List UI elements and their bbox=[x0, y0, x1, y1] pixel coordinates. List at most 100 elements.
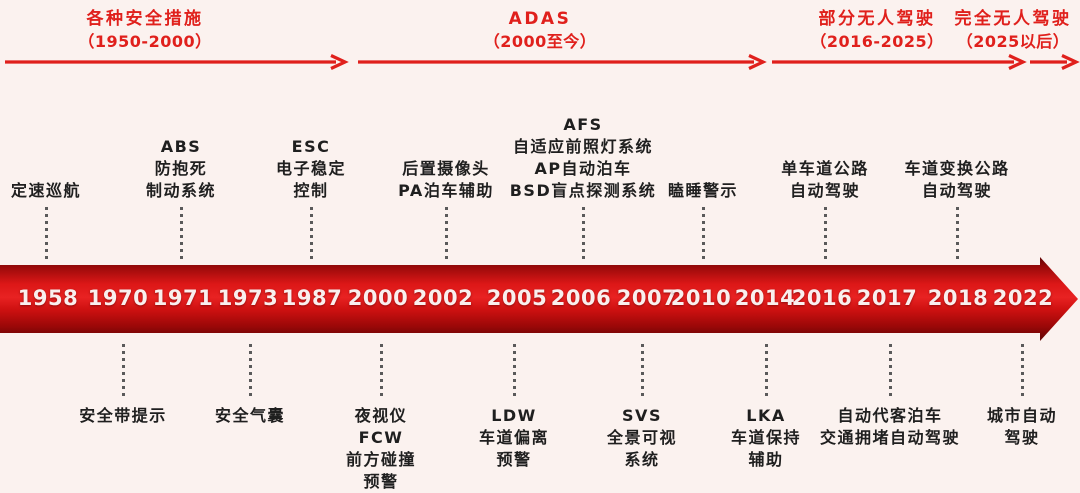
era-label: 部分无人驾驶 （2016-2025） bbox=[727, 8, 1027, 53]
era-arrow bbox=[1030, 54, 1080, 70]
era-label: 完全无人驾驶 （2025以后） bbox=[863, 8, 1080, 53]
event-below: SVS 全景可视 系统 bbox=[532, 405, 752, 471]
event-label-line: 车道变换公路 bbox=[904, 159, 1010, 178]
connector-line bbox=[955, 207, 959, 263]
event-label-line: 预警 bbox=[496, 450, 532, 469]
era-arrowhead-icon bbox=[1061, 54, 1080, 70]
era-arrow bbox=[358, 54, 767, 70]
era-label: ADAS （2000至今） bbox=[390, 8, 690, 53]
event-label-line: 车道保持 bbox=[730, 428, 801, 447]
era-arrowhead-icon bbox=[330, 54, 349, 70]
event-label-line: 驾驶 bbox=[1004, 428, 1040, 447]
event-below: 安全带提示 bbox=[13, 405, 233, 427]
event-label-line: 辅助 bbox=[748, 450, 784, 469]
event-label-line: 控制 bbox=[293, 181, 329, 200]
event-label-line: ESC bbox=[291, 137, 331, 156]
era-title: 各种安全措施 bbox=[86, 9, 204, 29]
event-label-line: LKA bbox=[746, 406, 786, 425]
event-below: 自动代客泊车 交通拥堵自动驾驶 bbox=[780, 405, 1000, 449]
timeline-band-arrow bbox=[0, 257, 1078, 341]
event-below: 安全气囊 bbox=[140, 405, 360, 427]
connector-line bbox=[888, 344, 892, 400]
event-label-line: 前方碰撞 bbox=[345, 450, 416, 469]
event-label-line: 预警 bbox=[363, 472, 399, 491]
event-below: LKA 车道保持辅助 bbox=[656, 405, 876, 471]
event-label-line: 防抱死 bbox=[154, 159, 208, 178]
era-range: （2000至今） bbox=[483, 32, 597, 51]
event-label-line: 车道偏离 bbox=[478, 428, 549, 447]
event-label-line: PA泊车辅助 bbox=[398, 181, 494, 200]
year-label: 2018 bbox=[927, 286, 989, 310]
event-below: 城市自动 驾驶 bbox=[912, 405, 1080, 449]
era-title: 部分无人驾驶 bbox=[818, 9, 936, 29]
era-arrows bbox=[5, 54, 1080, 70]
year-label: 2022 bbox=[992, 286, 1054, 310]
connector-line bbox=[640, 344, 644, 400]
year-label: 2006 bbox=[550, 286, 612, 310]
event-label-line: 后置摄像头 bbox=[402, 159, 490, 178]
connector-line bbox=[309, 207, 313, 263]
connector-line bbox=[701, 207, 705, 263]
connector-line bbox=[581, 207, 585, 263]
year-label: 2017 bbox=[856, 286, 918, 310]
connector-line bbox=[379, 344, 383, 400]
connector-line bbox=[1020, 344, 1024, 400]
event-label-line: 瞌睡警示 bbox=[667, 181, 738, 200]
era-arrowhead-icon bbox=[748, 54, 767, 70]
event-label-line: 城市自动 bbox=[986, 406, 1057, 425]
event-label-line: AP自动泊车 bbox=[534, 159, 632, 178]
year-label: 2014 bbox=[734, 286, 796, 310]
event-label-line: ABS bbox=[160, 137, 202, 156]
era-label: 各种安全措施 （1950-2000） bbox=[0, 8, 295, 53]
connector-line bbox=[823, 207, 827, 263]
era-title: ADAS bbox=[508, 9, 572, 29]
event-above: 瞌睡警示 bbox=[593, 180, 813, 202]
event-label-line: BSD盲点探测系统 bbox=[509, 181, 657, 200]
connector-line bbox=[44, 207, 48, 263]
year-label: 1958 bbox=[17, 286, 79, 310]
event-above: 后置摄像头 PA泊车辅助 bbox=[336, 158, 556, 202]
connector-line bbox=[248, 344, 252, 400]
event-label-line: 制动系统 bbox=[145, 181, 216, 200]
event-label-line: 自动代客泊车 bbox=[837, 406, 943, 425]
connector-line bbox=[121, 344, 125, 400]
year-label: 1973 bbox=[217, 286, 279, 310]
event-label-line: 自动驾驶 bbox=[921, 181, 992, 200]
event-label-line: 单车道公路 bbox=[781, 159, 869, 178]
year-label: 1971 bbox=[152, 286, 214, 310]
event-label-line: 交通拥堵自动驾驶 bbox=[819, 428, 960, 447]
year-label: 2010 bbox=[670, 286, 732, 310]
event-above: AFS 自适应前照灯系统 AP自动泊车 BSD盲点探测系统 bbox=[473, 114, 693, 202]
event-label-line: 定速巡航 bbox=[10, 181, 81, 200]
year-label: 2016 bbox=[791, 286, 853, 310]
year-label: 1970 bbox=[87, 286, 149, 310]
event-label-line: 电子稳定 bbox=[275, 159, 346, 178]
event-above: ESC 电子稳定控制 bbox=[201, 136, 421, 202]
event-label-line: 夜视仪 bbox=[354, 406, 408, 425]
era-arrow bbox=[5, 54, 349, 70]
event-label-line: FCW bbox=[358, 428, 404, 447]
year-label: 2005 bbox=[486, 286, 548, 310]
event-above: ABS 防抱死制动系统 bbox=[71, 136, 291, 202]
era-arrow bbox=[772, 54, 1027, 70]
era-title: 完全无人驾驶 bbox=[954, 9, 1072, 29]
connector-line bbox=[179, 207, 183, 263]
year-label: 2000 bbox=[347, 286, 409, 310]
year-label: 2002 bbox=[412, 286, 474, 310]
event-above: 车道变换公路 自动驾驶 bbox=[847, 158, 1067, 202]
connector-line bbox=[512, 344, 516, 400]
event-above: 定速巡航 bbox=[0, 180, 156, 202]
event-label-line: 安全带提示 bbox=[79, 406, 167, 425]
event-label-line: 自适应前照灯系统 bbox=[512, 137, 653, 156]
year-label: 2007 bbox=[616, 286, 678, 310]
event-label-line: 安全气囊 bbox=[214, 406, 285, 425]
event-label-line: AFS bbox=[563, 115, 603, 134]
year-label: 1987 bbox=[281, 286, 343, 310]
event-below: 夜视仪 FCW 前方碰撞预警 bbox=[271, 405, 491, 493]
era-arrowhead-icon bbox=[1008, 54, 1027, 70]
timeline-band bbox=[0, 257, 1078, 341]
era-range: （2025以后） bbox=[956, 32, 1070, 51]
era-range: （2016-2025） bbox=[810, 32, 944, 51]
event-below: LDW 车道偏离 预警 bbox=[404, 405, 624, 471]
